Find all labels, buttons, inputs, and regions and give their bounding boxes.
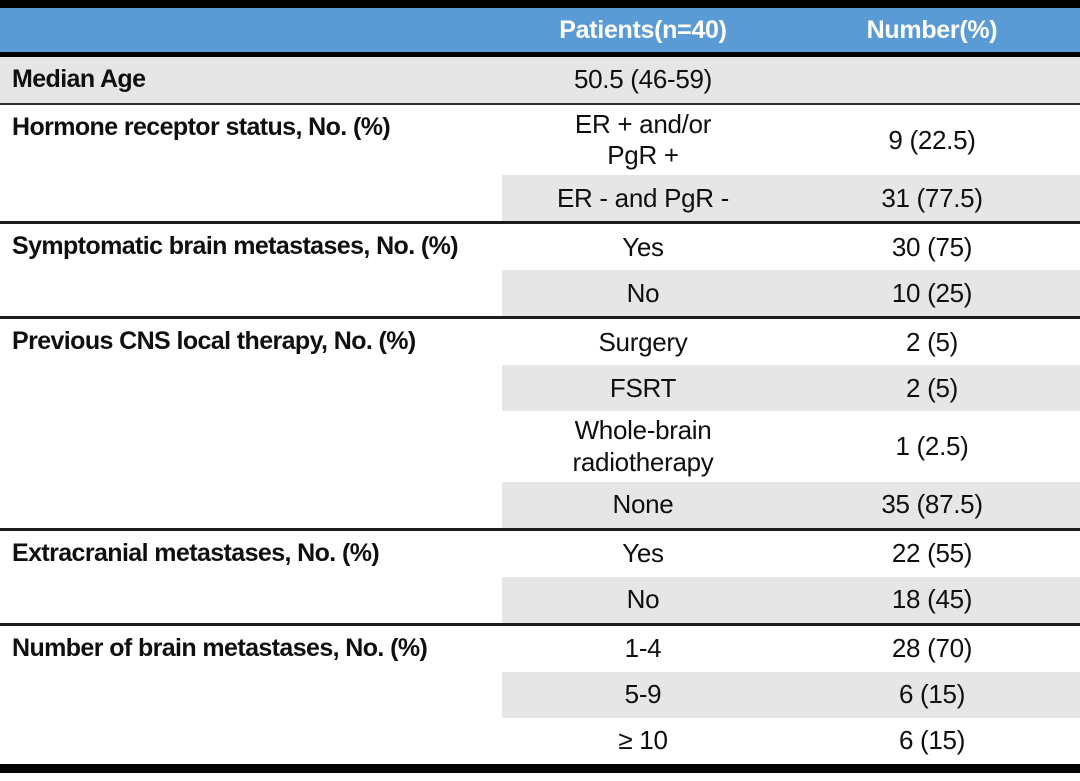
table-row: 1-4 28 (70) <box>502 626 1080 672</box>
table-body: Median Age 50.5 (46-59) Hormone receptor s… <box>0 57 1080 764</box>
section-rows: 1-4 28 (70) 5-9 6 (15) ≥ 10 6 (15) <box>502 626 1080 764</box>
category-label: Median Age <box>12 65 146 93</box>
section-rows: ER + and/or PgR + 9 (22.5) ER - and PgR - 3… <box>502 105 1080 222</box>
value-cell: ER - and PgR - <box>556 182 730 213</box>
number-cell: 6 (15) <box>898 679 966 710</box>
value-cell: 50.5 (46-59) <box>573 64 713 95</box>
header-col-patients: Patients(n=40) <box>559 15 727 44</box>
header-underline <box>0 52 1080 57</box>
value-cell: 1-4 <box>624 633 662 664</box>
table-section: Hormone receptor status, No. (%) ER + and… <box>0 105 1080 222</box>
table-section: Number of brain metastases, No. (%) 1-4 28… <box>0 626 1080 764</box>
value-cell: Yes <box>622 231 664 262</box>
section-rows: Yes 30 (75) No 10 (25) <box>502 224 1080 317</box>
table-section: Symptomatic brain metastases, No. (%) Yes… <box>0 224 1080 317</box>
number-cell: 30 (75) <box>891 231 973 262</box>
table-row: FSRT 2 (5) <box>502 365 1080 412</box>
category-cell: Number of brain metastases, No. (%) <box>0 626 502 764</box>
category-label: Symptomatic brain metastases, No. (%) <box>12 232 459 261</box>
value-cell: ≥ 10 <box>618 725 668 756</box>
section-rows: Surgery 2 (5) FSRT 2 (5) Whole-brain radioth… <box>502 319 1080 528</box>
category-label: Extracranial metastases, No. (%) <box>12 538 380 567</box>
category-label: Hormone receptor status, No. (%) <box>12 113 391 141</box>
section-separator <box>0 527 1080 531</box>
category-label: Previous CNS local therapy, No. (%) <box>12 327 416 356</box>
bottom-border <box>0 763 1080 773</box>
table-section: Previous CNS local therapy, No. (%) Surge… <box>0 319 1080 528</box>
table-row: 5-9 6 (15) <box>502 671 1080 718</box>
table-row: Yes 30 (75) <box>502 224 1080 270</box>
value-cell: 5-9 <box>624 679 662 710</box>
table-row: No 18 (45) <box>502 576 1080 623</box>
number-cell: 1 (2.5) <box>895 430 969 461</box>
number-cell: 2 (5) <box>906 326 958 357</box>
number-cell: 18 (45) <box>891 584 973 615</box>
table-row: Whole-brain radiotherapy 1 (2.5) <box>502 411 1080 481</box>
number-cell: 6 (15) <box>898 725 966 756</box>
number-cell: 28 (70) <box>891 633 973 664</box>
number-cell: 9 (22.5) <box>888 124 976 155</box>
category-cell: Extracranial metastases, No. (%) <box>0 531 502 623</box>
table-row: 50.5 (46-59) <box>502 57 1080 103</box>
table-section: Extracranial metastases, No. (%) Yes 22 (5… <box>0 531 1080 623</box>
category-cell: Symptomatic brain metastases, No. (%) <box>0 224 502 316</box>
value-cell: No <box>626 277 660 308</box>
table-row: No 10 (25) <box>502 270 1080 317</box>
value-cell: FSRT <box>609 372 677 403</box>
value-cell: None <box>612 489 674 520</box>
table-row: ER + and/or PgR + 9 (22.5) <box>502 105 1080 175</box>
table-row: None 35 (87.5) <box>502 481 1080 528</box>
value-cell: ER + and/or PgR + <box>574 109 712 171</box>
number-cell: 31 (77.5) <box>881 182 983 213</box>
top-border <box>0 0 1080 8</box>
table-row: ≥ 10 6 (15) <box>502 718 1080 764</box>
section-separator <box>0 103 1080 105</box>
table-row: ER - and PgR - 31 (77.5) <box>502 175 1080 222</box>
section-rows: Yes 22 (55) No 18 (45) <box>502 531 1080 623</box>
section-rows: 50.5 (46-59) <box>502 57 1080 103</box>
category-label: Number of brain metastases, No. (%) <box>12 633 428 662</box>
value-cell: No <box>626 584 660 615</box>
table-row: Yes 22 (55) <box>502 531 1080 577</box>
category-cell: Previous CNS local therapy, No. (%) <box>0 319 502 527</box>
category-cell: Hormone receptor status, No. (%) <box>0 105 502 221</box>
table-row: Surgery 2 (5) <box>502 319 1080 365</box>
number-cell: 2 (5) <box>906 372 958 403</box>
header-col-number: Number(%) <box>866 15 998 44</box>
table-header: Patients(n=40) Number(%) <box>0 8 1080 52</box>
table-section: Median Age 50.5 (46-59) <box>0 57 1080 103</box>
section-separator <box>0 622 1080 626</box>
value-cell: Surgery <box>598 326 688 357</box>
number-cell: 35 (87.5) <box>881 489 983 520</box>
number-cell: 10 (25) <box>891 277 973 308</box>
value-cell: Whole-brain radiotherapy <box>572 415 714 477</box>
category-cell: Median Age <box>0 57 502 103</box>
value-cell: Yes <box>622 538 664 569</box>
section-separator <box>0 221 1080 225</box>
number-cell: 22 (55) <box>891 538 973 569</box>
section-separator <box>0 316 1080 320</box>
